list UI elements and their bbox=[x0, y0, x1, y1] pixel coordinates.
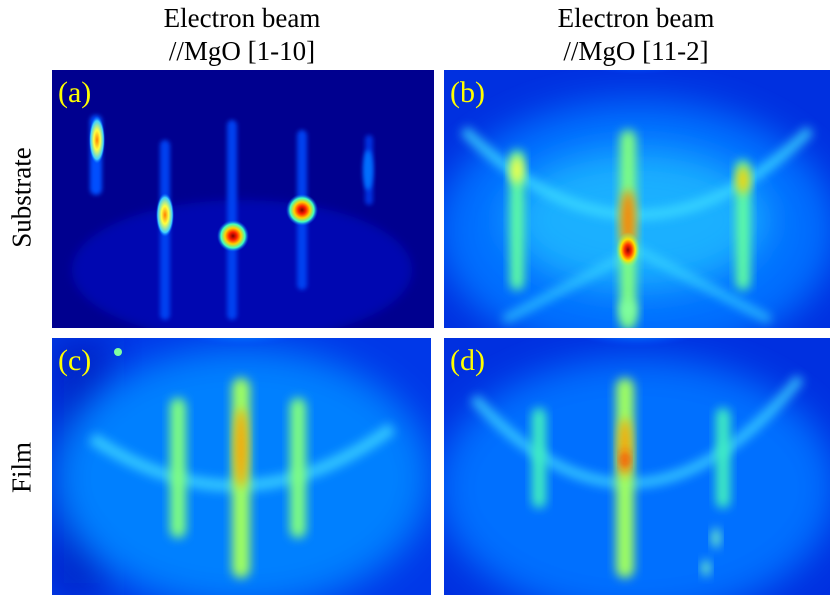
rheed-pattern-b bbox=[444, 70, 830, 328]
panel-label-c: (c) bbox=[58, 344, 92, 377]
column-header-line1: Electron beam bbox=[557, 3, 715, 33]
row-label-film: Film bbox=[6, 441, 37, 494]
rheed-pattern-d bbox=[444, 338, 830, 595]
column-header-line1: Electron beam bbox=[163, 3, 321, 33]
rheed-pattern-a bbox=[52, 70, 434, 328]
panel-label-a: (a) bbox=[58, 76, 92, 109]
column-header-line2: //MgO [11-2] bbox=[563, 36, 709, 66]
panel-c: (c) bbox=[52, 338, 434, 595]
column-header-1-10: Electron beam //MgO [1-10] bbox=[62, 2, 422, 68]
column-header-11-2: Electron beam //MgO [11-2] bbox=[456, 2, 816, 68]
rheed-pattern-c bbox=[52, 338, 434, 595]
column-header-line2: //MgO [1-10] bbox=[168, 36, 316, 66]
row-label-substrate: Substrate bbox=[6, 147, 37, 248]
panel-label-d: (d) bbox=[450, 344, 485, 377]
panel-b: (b) bbox=[444, 70, 830, 328]
panel-a: (a) bbox=[52, 70, 434, 328]
panel-d: (d) bbox=[444, 338, 830, 595]
panel-label-b: (b) bbox=[450, 76, 485, 109]
